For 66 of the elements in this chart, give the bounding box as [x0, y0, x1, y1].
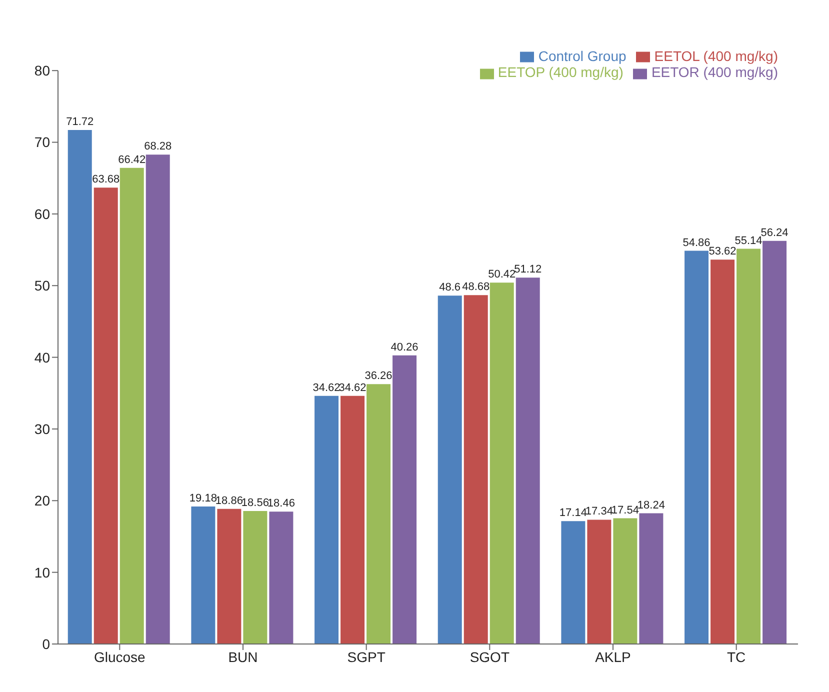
bar — [217, 508, 242, 644]
data-label: 19.18 — [189, 492, 217, 505]
y-tick-label: 30 — [34, 420, 50, 437]
data-label: 40.26 — [390, 341, 418, 354]
data-label: 48.6 — [439, 282, 461, 294]
legend-label: Control Group — [538, 48, 626, 64]
x-tick-label: SGOT — [470, 648, 510, 665]
data-label: 18.56 — [241, 496, 269, 509]
bar — [561, 521, 586, 644]
data-label: 68.28 — [144, 140, 172, 153]
bar — [243, 510, 268, 644]
y-tick-label: 20 — [34, 492, 50, 509]
bar — [762, 240, 787, 644]
bar — [392, 355, 417, 644]
data-label: 17.54 — [611, 504, 639, 516]
data-label: 50.42 — [488, 268, 516, 281]
data-label: 71.72 — [66, 116, 94, 128]
bar — [639, 513, 664, 644]
legend-label: EETOL (400 mg/kg) — [654, 48, 778, 64]
bar — [146, 154, 170, 644]
data-label: 34.62 — [338, 382, 366, 394]
legend-label: EETOR (400 mg/kg) — [651, 64, 778, 80]
x-tick-label: SGPT — [347, 648, 386, 665]
y-tick-label: 50 — [34, 278, 50, 294]
bar — [710, 260, 735, 644]
bar — [120, 168, 144, 644]
data-label: 63.68 — [92, 174, 120, 186]
y-tick-label: 40 — [34, 349, 50, 366]
bar — [736, 248, 761, 644]
data-label: 56.24 — [760, 226, 788, 239]
y-tick-label: 10 — [34, 564, 50, 580]
data-label: 53.62 — [708, 246, 736, 258]
bar — [191, 506, 216, 644]
bar — [340, 396, 365, 644]
data-label: 51.12 — [514, 264, 542, 276]
bar — [269, 512, 294, 644]
data-label: 48.68 — [462, 281, 490, 294]
bar — [94, 188, 118, 644]
data-label: 17.34 — [585, 506, 613, 518]
bar — [464, 295, 488, 644]
bar — [516, 278, 540, 644]
data-label: 66.42 — [118, 154, 146, 166]
bar — [490, 282, 514, 644]
data-label: 36.26 — [364, 370, 392, 382]
bar — [613, 518, 638, 644]
y-tick-label: 60 — [34, 206, 50, 222]
x-tick-label: BUN — [228, 648, 258, 665]
y-tick-label: 0 — [42, 636, 50, 652]
legend-label: EETOP (400 mg/kg) — [498, 64, 624, 80]
y-tick-label: 70 — [34, 134, 50, 150]
bar — [438, 296, 462, 644]
data-label: 54.86 — [682, 236, 710, 249]
data-label: 34.62 — [312, 382, 340, 394]
bar — [68, 130, 92, 644]
bar — [587, 520, 612, 644]
bar — [684, 250, 709, 644]
bar — [314, 396, 339, 644]
data-label: 55.14 — [734, 234, 762, 247]
data-label: 18.46 — [267, 498, 295, 510]
y-tick-label: 80 — [34, 62, 50, 79]
data-label: 18.86 — [215, 494, 243, 507]
x-tick-label: TC — [726, 648, 746, 665]
bar — [366, 384, 391, 644]
x-tick-label: Glucose — [94, 648, 146, 665]
data-label: 17.14 — [559, 507, 587, 520]
x-tick-label: AKLP — [595, 648, 631, 665]
